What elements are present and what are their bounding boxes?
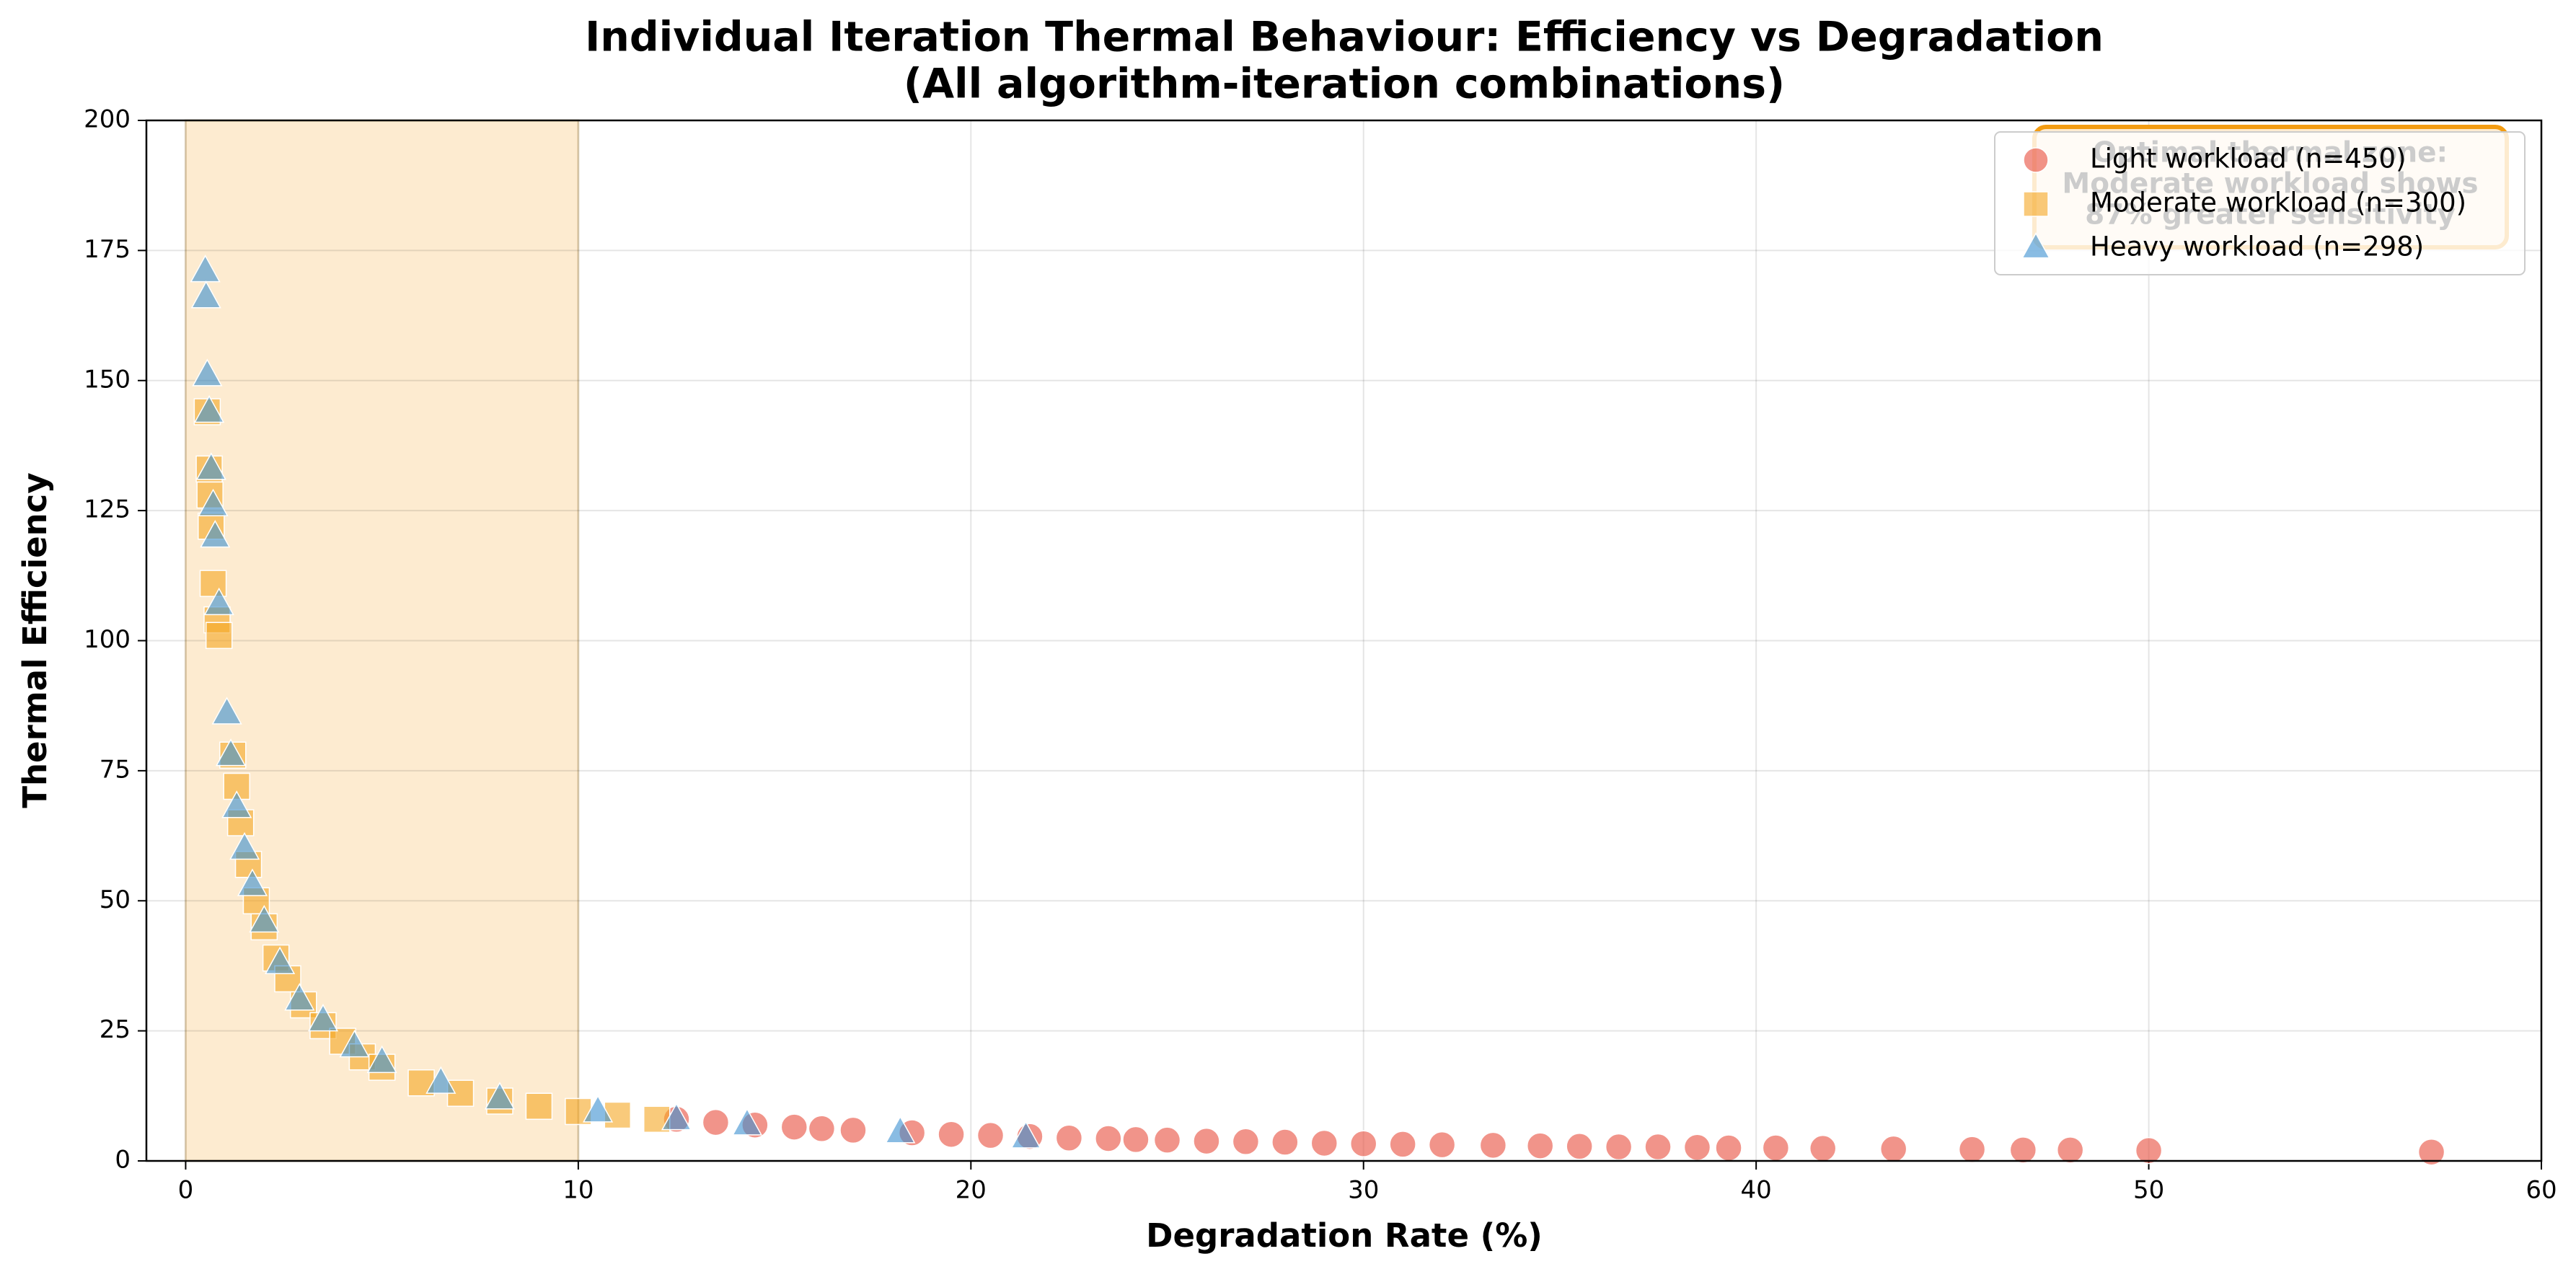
data-point (215, 738, 247, 766)
data-point (1310, 1129, 1338, 1157)
data-point (1010, 1121, 1041, 1149)
data-point (198, 488, 229, 517)
y-axis-label: Thermal Efficiency (16, 472, 54, 808)
data-point (190, 255, 221, 283)
data-point (237, 868, 268, 896)
x-tick-label: 30 (1348, 1176, 1379, 1205)
data-point (211, 697, 242, 725)
chart-subtitle: (All algorithm-iteration combinations) (904, 61, 1785, 108)
legend-box (1994, 131, 2526, 275)
data-point (366, 1045, 397, 1074)
data-point (1958, 1136, 1986, 1163)
data-point (2009, 1136, 2037, 1164)
x-tick-label: 60 (2526, 1176, 2557, 1205)
legend-label: Moderate workload (n=300) (2090, 187, 2466, 218)
data-point (780, 1113, 808, 1141)
data-point (192, 358, 223, 386)
data-point (194, 394, 225, 423)
data-point (249, 904, 280, 933)
x-axis-label: Degradation Rate (%) (1146, 1216, 1543, 1255)
legend-marker (2023, 191, 2049, 217)
y-tick-label: 25 (100, 1015, 131, 1044)
data-point (1644, 1133, 1672, 1161)
y-tick-label: 75 (100, 755, 131, 784)
data-point (808, 1115, 836, 1143)
data-point (1809, 1134, 1837, 1162)
y-tick-label: 200 (84, 105, 131, 134)
legend-label: Light workload (n=450) (2090, 143, 2406, 174)
data-point (339, 1030, 370, 1058)
data-point (731, 1108, 763, 1136)
data-point (265, 946, 296, 974)
data-point (1526, 1132, 1554, 1159)
x-tick-label: 0 (178, 1176, 194, 1205)
y-tick-label: 175 (84, 235, 131, 264)
x-tick-label: 10 (563, 1176, 594, 1205)
data-point (195, 452, 226, 480)
data-point (1153, 1126, 1181, 1154)
data-point (307, 1004, 339, 1032)
data-point (702, 1108, 730, 1136)
x-tick-label: 40 (1741, 1176, 1772, 1205)
data-point (938, 1121, 965, 1148)
y-tick-label: 125 (84, 495, 131, 524)
data-point (199, 570, 227, 597)
data-point (1193, 1127, 1220, 1155)
data-point (1762, 1134, 1790, 1162)
data-point (1232, 1128, 1260, 1156)
data-point (1271, 1128, 1299, 1156)
data-point (885, 1115, 916, 1144)
data-point (229, 831, 260, 860)
data-point (484, 1082, 516, 1110)
y-tick-label: 100 (84, 625, 131, 654)
data-point (203, 587, 234, 616)
data-point (1605, 1133, 1633, 1161)
data-point (1428, 1131, 1456, 1159)
plot-frame (145, 119, 2543, 1162)
data-point (1349, 1130, 1377, 1157)
chart-title: Individual Iteration Thermal Behaviour: … (585, 14, 2104, 61)
data-point (200, 520, 231, 548)
y-tick-label: 0 (115, 1146, 131, 1175)
data-point (2417, 1138, 2445, 1166)
data-point (2056, 1136, 2084, 1164)
data-point (1715, 1134, 1742, 1162)
data-point (1095, 1125, 1122, 1152)
data-point (1389, 1131, 1416, 1158)
data-point (2135, 1136, 2163, 1165)
data-point (205, 622, 233, 650)
data-point (1122, 1126, 1150, 1154)
data-point (1879, 1135, 1907, 1163)
x-tick-label: 20 (956, 1176, 987, 1205)
data-point (661, 1103, 692, 1131)
shaded-region (184, 119, 580, 1162)
data-point (1683, 1134, 1711, 1161)
data-point (190, 280, 221, 309)
data-point (583, 1095, 614, 1123)
legend-marker (2023, 147, 2049, 173)
data-point (221, 790, 252, 818)
legend-label: Heavy workload (n=298) (2090, 231, 2424, 262)
data-point (1566, 1133, 1593, 1160)
data-point (839, 1116, 867, 1144)
data-point (976, 1121, 1005, 1149)
y-tick-label: 50 (100, 885, 131, 914)
data-point (284, 983, 315, 1011)
data-point (1479, 1131, 1507, 1159)
data-point (525, 1092, 553, 1120)
y-tick-label: 150 (84, 365, 131, 394)
x-tick-label: 50 (2133, 1176, 2164, 1205)
data-point (425, 1066, 456, 1094)
data-point (1055, 1124, 1083, 1152)
legend-marker (2021, 232, 2050, 259)
